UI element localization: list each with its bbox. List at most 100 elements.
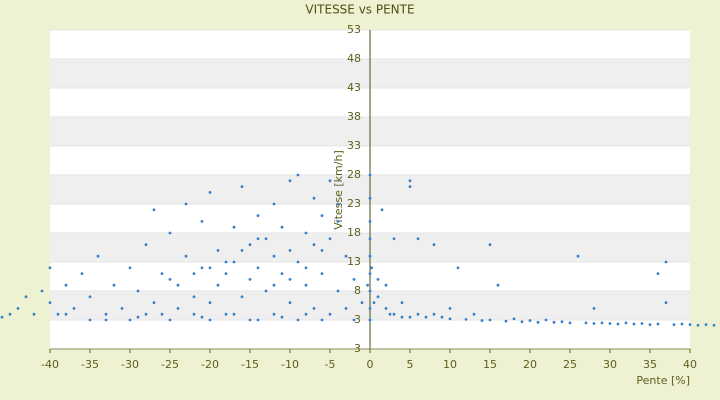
point — [224, 260, 228, 264]
x-tick-label: 10 — [443, 358, 457, 371]
point — [248, 318, 252, 322]
y-tick-label: 28 — [347, 168, 361, 181]
x-tick-label: -10 — [281, 358, 299, 371]
point — [408, 185, 412, 189]
point — [368, 237, 372, 241]
point — [624, 321, 628, 325]
point — [200, 315, 204, 319]
y-tick-label: 13 — [347, 255, 361, 268]
point — [366, 283, 369, 287]
point — [528, 319, 532, 322]
point — [616, 322, 620, 326]
point — [380, 208, 384, 212]
point — [56, 312, 60, 316]
point — [712, 323, 716, 327]
point — [296, 173, 300, 177]
point — [200, 266, 204, 270]
point — [104, 318, 108, 322]
point — [384, 307, 388, 310]
x-tick-label: 25 — [563, 358, 577, 371]
point — [368, 307, 372, 310]
point — [168, 278, 172, 281]
point — [240, 249, 244, 252]
point — [448, 307, 452, 310]
point — [240, 185, 244, 189]
point — [576, 254, 580, 258]
x-tick-label: 0 — [367, 358, 374, 371]
x-tick-label: 30 — [603, 358, 617, 371]
point — [328, 312, 332, 316]
point — [408, 315, 412, 319]
point — [296, 318, 300, 322]
point — [288, 301, 292, 304]
point — [592, 307, 596, 310]
point — [192, 295, 196, 299]
point — [456, 266, 460, 270]
x-tick-label: 35 — [643, 358, 657, 371]
x-tick-label: -5 — [325, 358, 336, 371]
point — [232, 312, 236, 316]
x-tick-label: -35 — [81, 358, 99, 371]
point — [232, 225, 236, 229]
point — [184, 202, 188, 206]
point — [72, 307, 76, 310]
point — [552, 320, 556, 324]
point — [608, 322, 612, 325]
point — [370, 266, 373, 270]
point — [96, 254, 100, 258]
point — [144, 312, 148, 316]
point — [432, 243, 436, 247]
point — [704, 323, 708, 327]
point — [232, 260, 236, 264]
point — [688, 323, 692, 327]
point — [256, 266, 260, 270]
point — [296, 260, 300, 264]
point — [176, 283, 180, 287]
point — [424, 315, 428, 319]
point — [184, 254, 188, 258]
point — [336, 220, 340, 223]
point — [320, 272, 324, 275]
point — [504, 319, 508, 323]
point — [264, 237, 268, 241]
x-tick-label: -25 — [161, 358, 179, 371]
point — [592, 322, 596, 325]
point — [288, 249, 292, 252]
point — [224, 312, 228, 316]
y-tick-label: 33 — [347, 139, 361, 152]
point — [176, 307, 180, 310]
x-tick-label: -40 — [41, 358, 59, 371]
point — [416, 237, 420, 241]
point — [560, 320, 564, 324]
point — [312, 196, 316, 200]
point — [208, 266, 212, 270]
point — [372, 301, 376, 304]
point — [392, 237, 396, 241]
point — [680, 322, 684, 326]
point — [24, 295, 28, 299]
point — [320, 318, 324, 322]
point — [160, 312, 164, 316]
x-tick-label: 20 — [523, 358, 537, 371]
y-axis-title: Vitesse [km/h] — [332, 150, 345, 230]
point — [328, 179, 332, 183]
point — [672, 323, 676, 327]
point — [656, 272, 660, 275]
point — [136, 289, 140, 293]
point — [8, 312, 12, 316]
point — [16, 307, 20, 310]
point — [248, 278, 252, 281]
point — [104, 312, 108, 316]
point — [280, 315, 284, 319]
point — [392, 312, 396, 316]
point — [0, 315, 4, 319]
y-tick-label: 18 — [347, 226, 361, 239]
point — [272, 202, 276, 206]
point — [288, 179, 292, 183]
point — [256, 318, 260, 322]
point — [544, 318, 548, 322]
point — [648, 323, 652, 327]
x-tick-label: 40 — [683, 358, 697, 371]
point — [128, 318, 132, 322]
